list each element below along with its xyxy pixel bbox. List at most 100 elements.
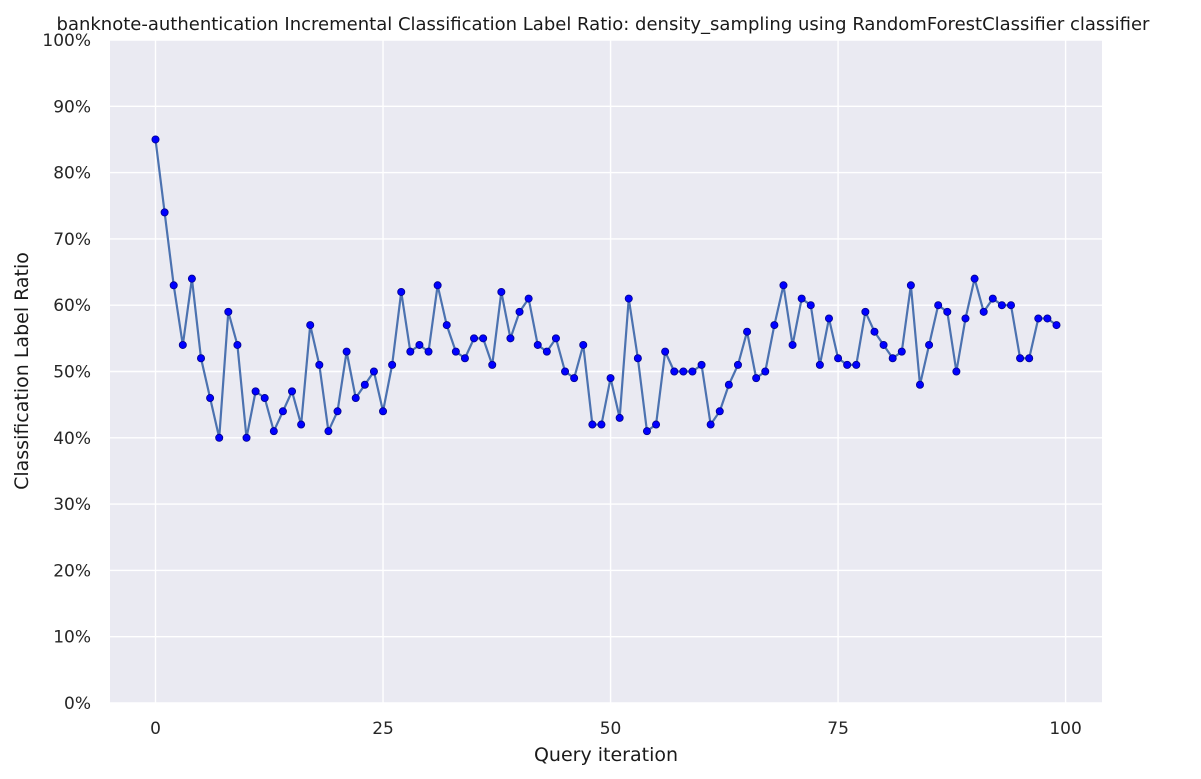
data-point — [834, 354, 843, 363]
y-axis-ticks: 0% 10% 20% 30% 40% 50% 60% 70% 80% 90% 100% — [42, 31, 91, 714]
data-point — [324, 427, 333, 436]
data-point — [306, 321, 315, 330]
data-point — [542, 347, 551, 356]
data-point — [743, 327, 752, 336]
data-point — [733, 360, 742, 369]
data-point — [906, 281, 915, 290]
data-point — [561, 367, 570, 376]
data-point — [433, 281, 442, 290]
x-tick-label: 50 — [600, 719, 622, 739]
data-point — [360, 380, 369, 389]
data-point — [970, 274, 979, 283]
data-point — [670, 367, 679, 376]
data-point — [297, 420, 306, 429]
data-point — [197, 354, 206, 363]
data-point — [224, 307, 233, 316]
x-tick-label: 100 — [1049, 719, 1081, 739]
data-point — [997, 301, 1006, 310]
data-point — [251, 387, 260, 396]
data-point — [1043, 314, 1052, 323]
data-point — [460, 354, 469, 363]
chart-title: banknote-authentication Incremental Clas… — [57, 14, 1151, 35]
data-point — [661, 347, 670, 356]
x-axis-label: Query iteration — [534, 744, 678, 766]
y-tick-label: 70% — [53, 230, 91, 250]
data-point — [988, 294, 997, 303]
data-point — [178, 340, 187, 349]
data-point — [1006, 301, 1015, 310]
data-points — [151, 135, 1061, 442]
data-point — [697, 360, 706, 369]
data-point — [551, 334, 560, 343]
data-point — [288, 387, 297, 396]
data-point — [788, 340, 797, 349]
data-point — [961, 314, 970, 323]
data-point — [479, 334, 488, 343]
data-point — [588, 420, 597, 429]
data-point — [633, 354, 642, 363]
data-point — [169, 281, 178, 290]
data-point — [861, 307, 870, 316]
data-point — [779, 281, 788, 290]
series-line — [154, 139, 1058, 439]
data-point — [624, 294, 633, 303]
data-point — [269, 427, 278, 436]
y-tick-label: 40% — [53, 429, 91, 449]
data-point — [333, 407, 342, 416]
data-point — [415, 340, 424, 349]
data-point — [879, 340, 888, 349]
data-point — [233, 340, 242, 349]
data-point — [815, 360, 824, 369]
data-point — [915, 380, 924, 389]
x-axis-ticks: 0 25 50 75 100 — [150, 719, 1082, 739]
data-point — [597, 420, 606, 429]
data-point — [870, 327, 879, 336]
data-point — [187, 274, 196, 283]
y-tick-label: 50% — [53, 363, 91, 383]
y-tick-label: 0% — [64, 694, 91, 714]
data-point — [570, 374, 579, 383]
data-point — [215, 433, 224, 442]
y-tick-label: 10% — [53, 628, 91, 648]
data-point — [797, 294, 806, 303]
data-point — [606, 374, 615, 383]
data-point — [315, 360, 324, 369]
data-point — [515, 307, 524, 316]
data-point — [1016, 354, 1025, 363]
data-point — [524, 294, 533, 303]
data-point — [897, 347, 906, 356]
data-point — [724, 380, 733, 389]
y-tick-label: 80% — [53, 164, 91, 184]
data-point — [533, 340, 542, 349]
data-point — [925, 340, 934, 349]
data-point — [679, 367, 688, 376]
data-point — [442, 321, 451, 330]
data-point — [379, 407, 388, 416]
data-point — [934, 301, 943, 310]
data-point — [688, 367, 697, 376]
data-point — [761, 367, 770, 376]
data-point — [806, 301, 815, 310]
data-point — [260, 394, 269, 403]
x-tick-label: 25 — [372, 719, 394, 739]
data-point — [424, 347, 433, 356]
data-point — [406, 347, 415, 356]
data-point — [852, 360, 861, 369]
y-tick-label: 90% — [53, 97, 91, 117]
data-point — [278, 407, 287, 416]
data-point — [888, 354, 897, 363]
data-point — [242, 433, 251, 442]
data-point — [770, 321, 779, 330]
x-tick-label: 0 — [150, 719, 161, 739]
data-point — [752, 374, 761, 383]
y-tick-label: 30% — [53, 495, 91, 515]
data-point — [369, 367, 378, 376]
data-point — [451, 347, 460, 356]
data-point — [1034, 314, 1043, 323]
y-tick-label: 100% — [42, 31, 91, 51]
data-point — [1025, 354, 1034, 363]
data-point — [615, 413, 624, 422]
data-point — [397, 287, 406, 296]
data-point — [342, 347, 351, 356]
data-point — [488, 360, 497, 369]
